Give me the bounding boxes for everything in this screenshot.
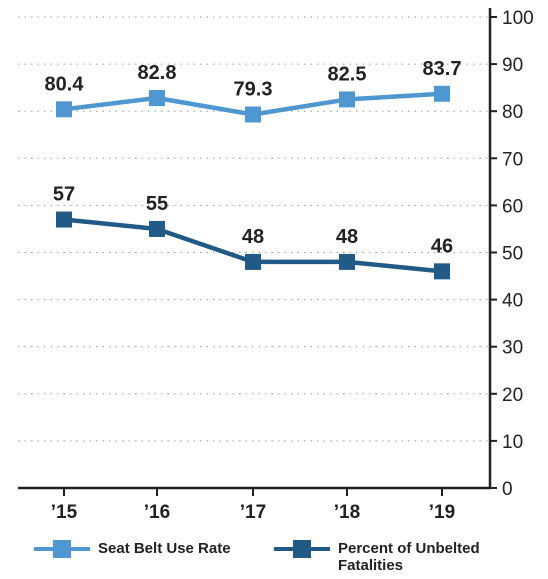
data-point-marker — [339, 91, 355, 108]
data-point-marker — [339, 253, 355, 270]
line-chart: 0 10 20 30 40 50 60 70 80 90 100 ’15 ’16 ’17 ’18 ’19 8… — [18, 8, 534, 523]
data-labels-layer: 80.4 82.8 79.3 82.5 83.7 57 55 48 48 46 — [45, 58, 462, 258]
data-label: 79.3 — [234, 78, 273, 100]
y-tick-label: 0 — [502, 479, 513, 500]
data-label: 83.7 — [423, 58, 462, 80]
y-tick-label: 20 — [502, 385, 523, 406]
data-label: 46 — [431, 235, 453, 257]
data-label: 80.4 — [45, 73, 85, 95]
x-tick-label: ’17 — [240, 502, 266, 523]
data-point-marker — [434, 263, 450, 280]
y-tick-label: 70 — [502, 149, 523, 170]
data-label: 55 — [146, 193, 168, 215]
legend-item-percent-unbelted-fatalities: Percent of Unbelted Fatalities — [274, 540, 513, 574]
legend-item-seat-belt-use-rate: Seat Belt Use Rate — [34, 540, 273, 558]
legend-label: Percent of Unbelted Fatalities — [338, 540, 480, 574]
gridlines — [18, 16, 490, 442]
y-tick-label: 80 — [502, 102, 523, 123]
legend-swatch-unbelted — [274, 540, 330, 558]
series-layer — [56, 85, 450, 280]
data-label: 48 — [242, 226, 264, 248]
data-point-marker — [56, 101, 72, 118]
y-tick-label: 50 — [502, 244, 523, 265]
data-label: 82.5 — [328, 63, 367, 85]
legend: Seat Belt Use Rate Percent of Unbelted F… — [34, 540, 534, 578]
legend-label: Seat Belt Use Rate — [98, 540, 231, 557]
y-axis-ticks: 0 10 20 30 40 50 60 70 80 90 100 — [490, 8, 534, 500]
data-point-marker — [434, 85, 450, 102]
x-tick-label: ’15 — [51, 502, 78, 523]
x-tick-label: ’16 — [144, 502, 170, 523]
data-point-marker — [149, 220, 165, 237]
axes — [18, 8, 492, 490]
legend-swatch-seat-belt — [34, 540, 90, 558]
data-label: 57 — [53, 184, 75, 206]
data-point-marker — [245, 106, 261, 123]
x-axis-ticks: ’15 ’16 ’17 ’18 ’19 — [51, 488, 455, 523]
data-label: 48 — [336, 226, 358, 248]
y-tick-label: 30 — [502, 338, 523, 359]
y-tick-label: 90 — [502, 55, 523, 76]
y-tick-label: 10 — [502, 432, 523, 453]
data-point-marker — [149, 90, 165, 107]
y-tick-label: 60 — [502, 196, 523, 217]
x-tick-label: ’18 — [334, 502, 360, 523]
data-point-marker — [56, 211, 72, 228]
x-tick-label: ’19 — [429, 502, 455, 523]
data-label: 82.8 — [138, 62, 177, 84]
y-tick-label: 40 — [502, 291, 523, 312]
data-point-marker — [245, 253, 261, 270]
y-tick-label: 100 — [502, 8, 534, 29]
